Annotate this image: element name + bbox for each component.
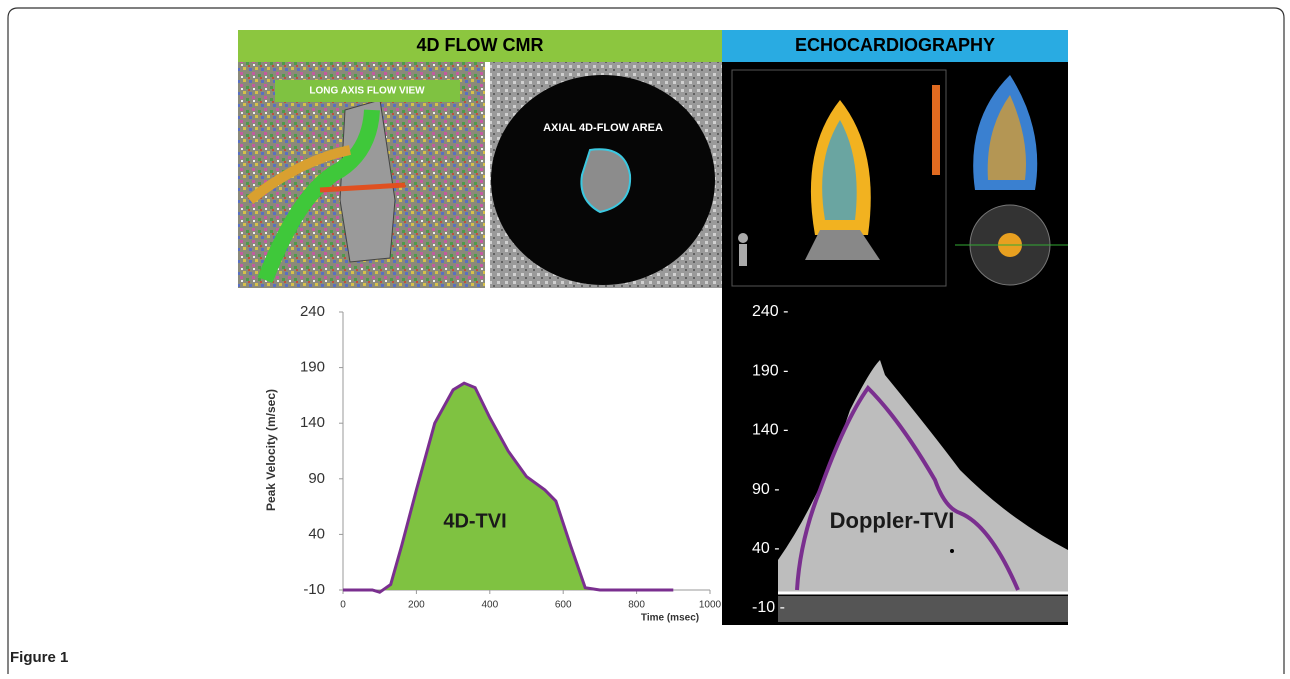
x-tick-label: 800 — [628, 600, 645, 611]
mri-image: AXIAL 4D-FLOW AREA — [490, 62, 722, 288]
annotation: Doppler-TVI — [830, 508, 955, 533]
header-bar — [238, 30, 722, 62]
y-tick-label: 140 - — [752, 422, 788, 439]
panel-header: ECHOCARDIOGRAPHY — [795, 35, 995, 55]
line — [343, 381, 674, 594]
mri-image: LONG AXIS FLOW VIEW — [238, 62, 485, 288]
y-tick-label: 240 — [300, 303, 325, 320]
x-tick-label: 400 — [481, 600, 498, 611]
x-tick-label: 0 — [340, 600, 346, 611]
header-bar — [722, 30, 1068, 62]
y-tick-label: -10 — [303, 581, 325, 598]
y-tick-label: 40 - — [752, 540, 780, 557]
x-tick-label: 200 — [408, 600, 425, 611]
frame — [7, 7, 1285, 674]
y-tick-label: 190 - — [752, 362, 788, 379]
caption: Figure 1 — [10, 649, 68, 666]
y-tick-label: 90 - — [752, 481, 780, 498]
doppler-image — [778, 360, 1068, 622]
image-label: LONG AXIS FLOW VIEW — [309, 86, 425, 97]
area — [343, 383, 674, 593]
y-tick-label: 240 - — [752, 303, 788, 320]
panel-header: 4D FLOW CMR — [417, 35, 544, 55]
x-axis-label: Time (msec) — [641, 613, 699, 624]
y-tick-label: 190 — [300, 359, 325, 376]
image-label: AXIAL 4D-FLOW AREA — [543, 122, 663, 134]
x-tick-label: 1000 — [699, 600, 722, 611]
y-tick-label: -10 - — [752, 599, 785, 616]
y-axis-label: Peak Velocity (m/sec) — [264, 389, 278, 511]
x-tick-label: 600 — [555, 600, 572, 611]
y-tick-label: 90 — [308, 470, 325, 487]
series-label: 4D-TVI — [443, 510, 506, 532]
y-tick-label: 40 — [308, 525, 325, 542]
y-tick-label: 140 — [300, 414, 325, 431]
